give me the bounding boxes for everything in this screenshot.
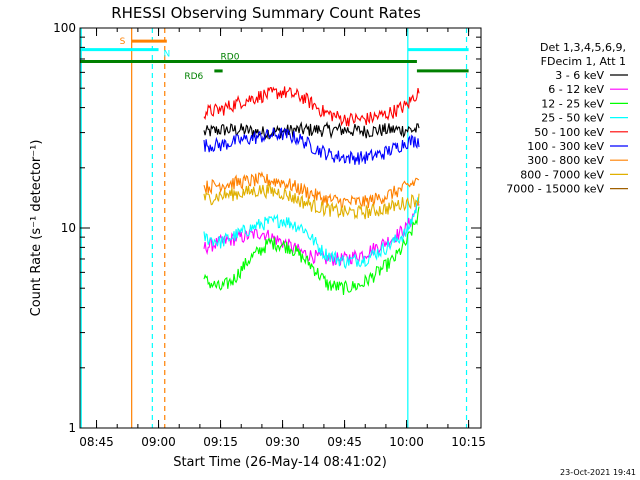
legend: Det 1,3,4,5,6,9,FDecim 1, Att 13 - 6 keV… <box>506 41 628 196</box>
y-tick-label-1: 1 <box>68 421 76 435</box>
plot-frame <box>79 27 482 429</box>
y-axis-label: Count Rate (s⁻¹ detector⁻¹) <box>29 140 44 317</box>
series-line-12-25-kev <box>203 206 420 295</box>
legend-label-6-12-kev: 6 - 12 keV <box>548 83 604 96</box>
series-line-300-800-kev <box>203 171 420 210</box>
y-tick-label-10: 10 <box>61 221 76 235</box>
legend-label-12-25-kev: 12 - 25 keV <box>541 97 604 110</box>
legend-label-800-7000-kev: 800 - 7000 keV <box>520 168 604 181</box>
series-lines <box>203 86 420 295</box>
legend-label-300-800-kev: 300 - 800 keV <box>527 154 604 167</box>
flag-bars: S N RD0 RD6 <box>80 37 469 82</box>
x-tick-label-10-00: 10:00 <box>389 435 424 449</box>
x-axis-ticks: 08:45 09:00 09:15 09:30 09:45 10:00 10:15 <box>79 28 486 449</box>
footer-date: 23-Oct-2021 19:41 <box>560 468 636 477</box>
flag-label-n: N <box>164 50 171 60</box>
x-tick-label-10-15: 10:15 <box>451 435 486 449</box>
series-line-3-6-kev <box>203 121 420 140</box>
x-tick-label-09-45: 09:45 <box>327 435 362 449</box>
series-line-800-7000-kev <box>203 182 420 220</box>
legend-label-100-300-kev: 100 - 300 keV <box>527 140 604 153</box>
legend-label-7000-15000-kev: 7000 - 15000 keV <box>506 183 604 196</box>
legend-label-25-50-kev: 25 - 50 keV <box>541 112 604 125</box>
x-tick-label-08-45: 08:45 <box>79 435 114 449</box>
x-tick-label-09-15: 09:15 <box>203 435 238 449</box>
x-tick-label-09-30: 09:30 <box>265 435 300 449</box>
flag-label-rd6: RD6 <box>184 72 203 82</box>
series-line-6-12-kev <box>203 200 420 266</box>
legend-label-50-100-kev: 50 - 100 keV <box>534 126 604 139</box>
flag-label-s: S <box>120 37 126 47</box>
y-axis-ticks: 1 10 100 <box>53 21 481 435</box>
x-tick-label-09-00: 09:00 <box>141 435 176 449</box>
series-line-25-50-kev <box>203 197 420 270</box>
chart-title: RHESSI Observing Summary Count Rates <box>111 4 421 22</box>
series-line-50-100-kev <box>203 86 420 127</box>
series-line-100-300-kev <box>203 126 420 165</box>
x-axis-label: Start Time (26-May-14 08:41:02) <box>173 455 387 470</box>
legend-header-0: Det 1,3,4,5,6,9, <box>540 41 626 54</box>
y-tick-label-100: 100 <box>53 21 76 35</box>
legend-header-1: FDecim 1, Att 1 <box>541 55 626 68</box>
legend-label-3-6-kev: 3 - 6 keV <box>555 69 604 82</box>
flag-label-rd0: RD0 <box>221 52 240 62</box>
